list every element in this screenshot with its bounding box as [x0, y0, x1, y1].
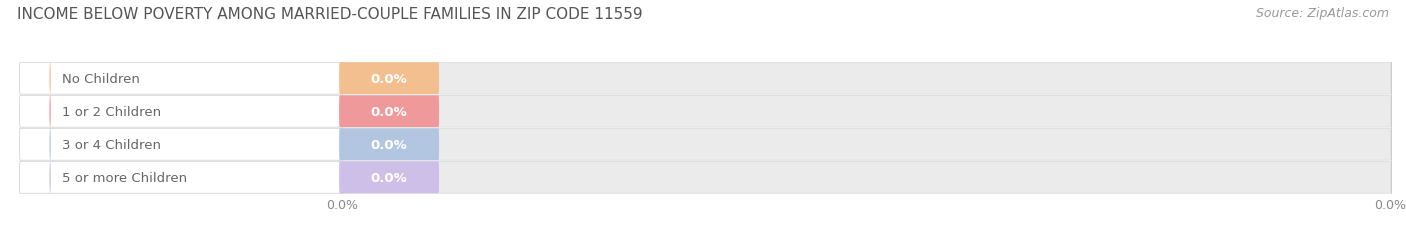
Text: Source: ZipAtlas.com: Source: ZipAtlas.com — [1256, 7, 1389, 20]
FancyBboxPatch shape — [20, 162, 342, 193]
FancyBboxPatch shape — [20, 129, 342, 161]
Text: 0.0%: 0.0% — [371, 171, 408, 184]
FancyBboxPatch shape — [20, 96, 342, 128]
Text: 3 or 4 Children: 3 or 4 Children — [62, 138, 160, 151]
FancyBboxPatch shape — [20, 63, 342, 95]
Text: 1 or 2 Children: 1 or 2 Children — [62, 105, 160, 118]
Text: 0.0%: 0.0% — [371, 105, 408, 118]
FancyBboxPatch shape — [20, 129, 1391, 161]
FancyBboxPatch shape — [339, 63, 439, 95]
FancyBboxPatch shape — [20, 63, 1391, 95]
Text: 5 or more Children: 5 or more Children — [62, 171, 187, 184]
FancyBboxPatch shape — [339, 162, 439, 193]
FancyBboxPatch shape — [339, 96, 439, 128]
Text: 0.0%: 0.0% — [371, 138, 408, 151]
Text: 0.0%: 0.0% — [371, 72, 408, 85]
FancyBboxPatch shape — [339, 129, 439, 161]
Text: No Children: No Children — [62, 72, 139, 85]
FancyBboxPatch shape — [20, 96, 1391, 128]
Text: INCOME BELOW POVERTY AMONG MARRIED-COUPLE FAMILIES IN ZIP CODE 11559: INCOME BELOW POVERTY AMONG MARRIED-COUPL… — [17, 7, 643, 22]
FancyBboxPatch shape — [20, 162, 1391, 193]
